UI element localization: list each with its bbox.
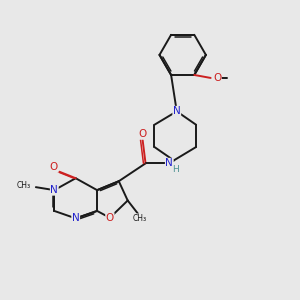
Text: O: O [213, 73, 221, 83]
Text: O: O [138, 129, 147, 139]
Text: N: N [50, 185, 58, 195]
Text: N: N [165, 158, 173, 168]
Text: H: H [172, 165, 179, 174]
Text: CH₃: CH₃ [133, 214, 147, 223]
Text: CH₃: CH₃ [16, 181, 31, 190]
Text: N: N [173, 106, 181, 116]
Text: O: O [106, 213, 114, 223]
Text: N: N [72, 213, 80, 224]
Text: O: O [50, 162, 58, 172]
